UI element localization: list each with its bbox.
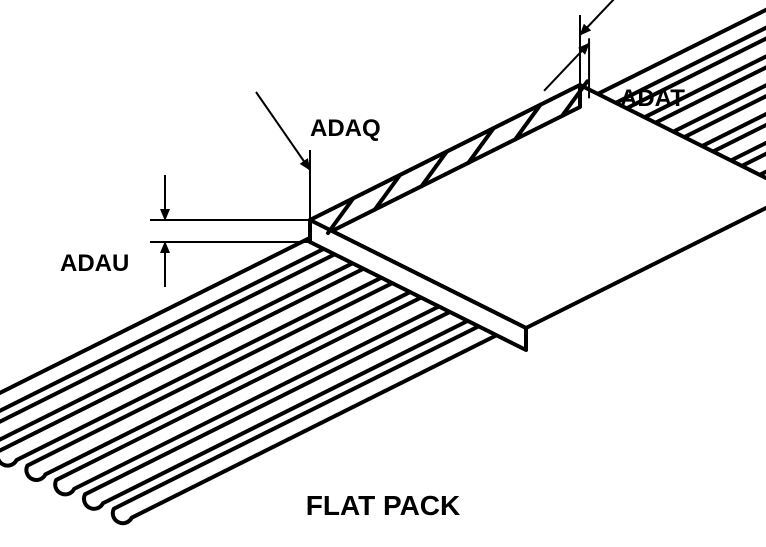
label-adat: ADAT [620,85,685,113]
label-adau: ADAU [60,250,129,278]
title: FLAT PACK [0,490,766,522]
label-adaq: ADAQ [310,115,381,143]
